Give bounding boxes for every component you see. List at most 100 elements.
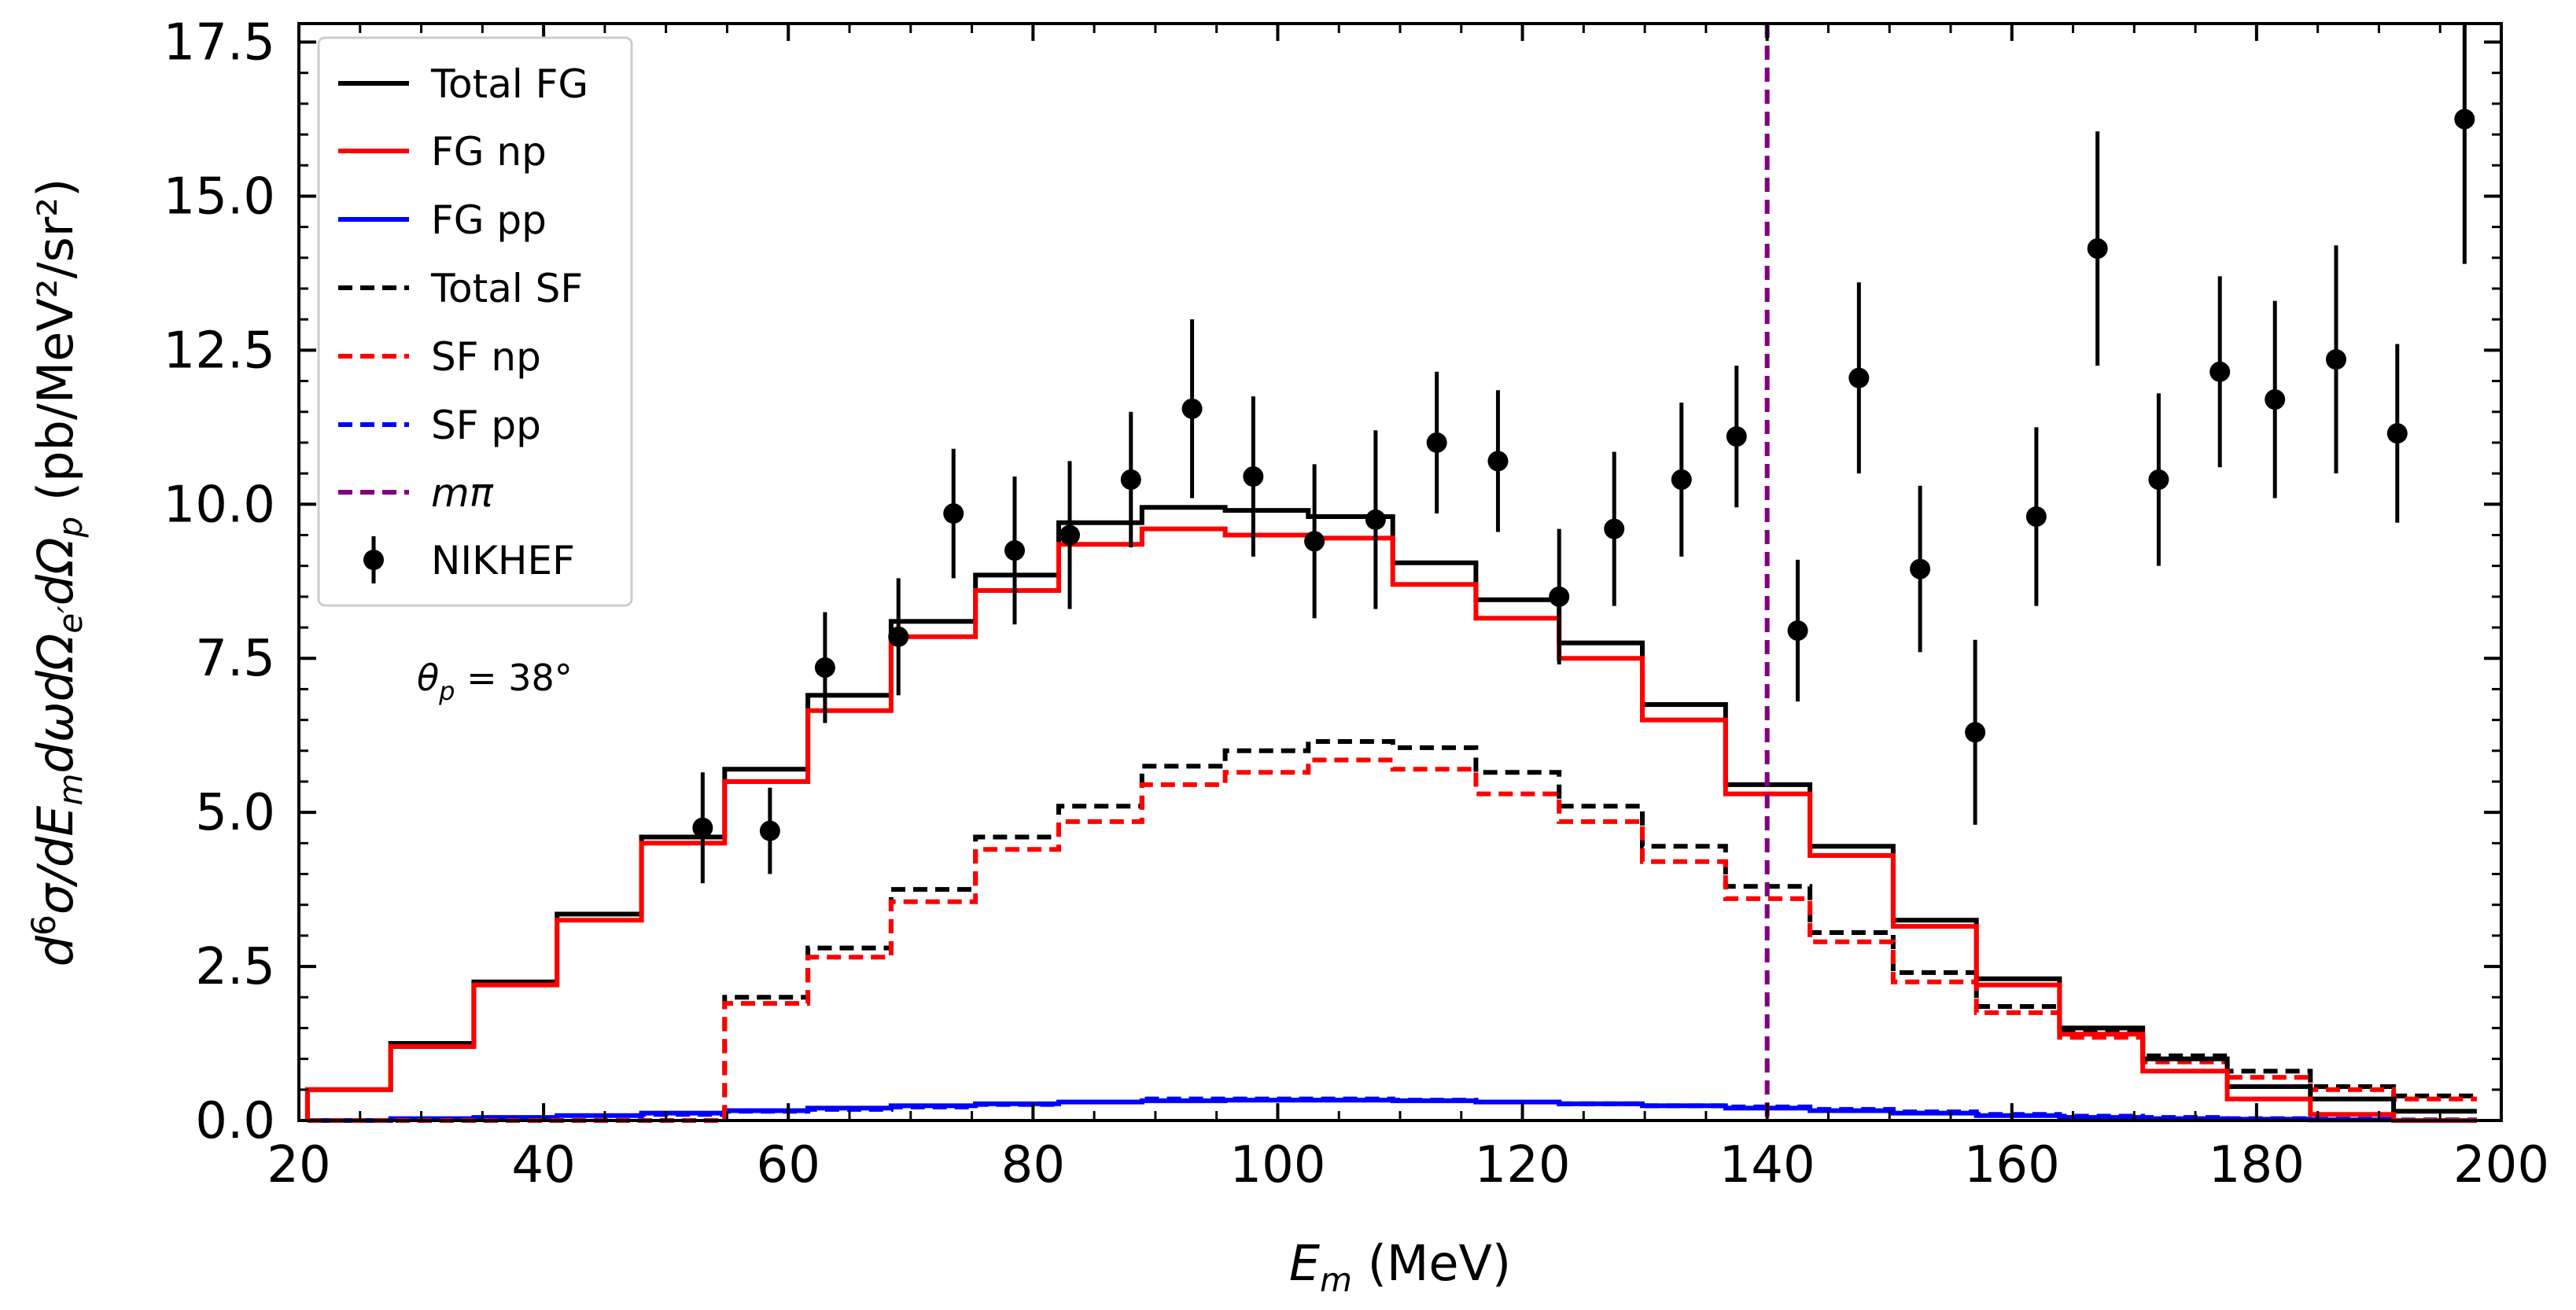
- y-tick-label: 15.0: [164, 167, 276, 226]
- x-tick-label: 20: [267, 1136, 330, 1194]
- data-point: [2148, 393, 2169, 566]
- x-tick-label: 140: [1719, 1136, 1815, 1194]
- data-marker: [2265, 389, 2286, 410]
- data-marker: [1243, 466, 1264, 488]
- x-tick-label: 120: [1474, 1136, 1570, 1194]
- data-point: [1304, 464, 1325, 619]
- data-marker: [1304, 531, 1325, 552]
- data-point: [1004, 477, 1025, 625]
- data-point: [1181, 319, 1203, 499]
- legend-label-nikhef: NIKHEF: [431, 538, 575, 583]
- x-tick-label: 100: [1229, 1136, 1325, 1194]
- data-marker: [1726, 426, 1747, 447]
- data-point: [2209, 276, 2231, 468]
- data-point: [1787, 559, 1808, 702]
- data-point: [888, 578, 909, 696]
- data-point: [1965, 639, 1986, 825]
- data-point: [2025, 427, 2047, 606]
- data-point: [759, 787, 780, 874]
- y-axis-title: d6σ/dEmdωdΩe′dΩp (pb/MeV²/sr²): [24, 178, 90, 967]
- data-marker: [1365, 509, 1386, 530]
- data-marker: [1060, 524, 1080, 546]
- data-point: [2087, 131, 2108, 366]
- x-tick-label: 80: [1001, 1136, 1065, 1194]
- y-tick-label: 0.0: [195, 1092, 275, 1150]
- x-axis-title: Em (MeV): [1289, 1235, 1511, 1299]
- y-tick-label: 2.5: [195, 938, 275, 996]
- data-marker: [2209, 361, 2231, 382]
- legend-label-sf-pp: SF pp: [431, 403, 541, 448]
- data-marker: [1004, 540, 1025, 561]
- data-point: [692, 772, 713, 884]
- data-marker: [759, 820, 780, 841]
- data-point: [814, 612, 835, 723]
- data-marker: [1426, 432, 1447, 453]
- series-fg-np: [304, 526, 2477, 1123]
- y-tick-label: 10.0: [164, 476, 276, 534]
- data-point: [1604, 451, 1625, 606]
- legend-item-total-sf: Total SF: [338, 266, 583, 311]
- x-tick-label: 60: [757, 1136, 820, 1194]
- data-point: [1120, 411, 1141, 548]
- y-tick-label: 5.0: [195, 784, 275, 842]
- data-point: [1365, 430, 1386, 609]
- plot-frame: [297, 22, 2503, 1122]
- data-point: [2265, 300, 2286, 499]
- legend-item-fg-np: FG np: [338, 129, 547, 175]
- data-marker: [943, 503, 964, 524]
- data-marker: [1965, 722, 1986, 743]
- data-point: [943, 448, 964, 579]
- data-point: [2386, 344, 2408, 523]
- legend-label-fg-np: FG np: [431, 129, 547, 175]
- data-marker: [2025, 506, 2047, 527]
- data-point: [1426, 371, 1447, 514]
- data-marker: [2386, 423, 2408, 444]
- y-tick-label: 7.5: [195, 630, 275, 688]
- theta-annotation: θp = 38°: [417, 657, 573, 706]
- x-tick-label: 40: [511, 1136, 575, 1194]
- legend-swatch-nikhef-marker: [363, 550, 384, 570]
- data-marker: [692, 817, 713, 838]
- legend-item-sf-pp: SF pp: [338, 403, 541, 448]
- legend-label-total-sf: Total SF: [430, 266, 583, 311]
- data-point: [1549, 528, 1570, 665]
- x-tick-label: 180: [2209, 1136, 2305, 1194]
- legend: Total FG FG np FG pp Total SF SF np SF p…: [317, 36, 633, 607]
- data-point: [1848, 282, 1870, 474]
- data-point: [1671, 402, 1692, 557]
- legend-item-nikhef: NIKHEF: [363, 536, 575, 583]
- data-marker: [2148, 469, 2169, 490]
- legend-label-fg-pp: FG pp: [431, 197, 547, 243]
- data-point: [1910, 485, 1931, 653]
- legend-item-m-pi: mπ: [338, 470, 494, 516]
- points-layer: [692, 24, 2475, 884]
- legend-label-sf-np: SF np: [431, 334, 541, 380]
- data-point: [1243, 396, 1264, 557]
- data-point: [1487, 390, 1509, 532]
- y-tick-label: 12.5: [164, 322, 276, 380]
- y-tick-label: 17.5: [164, 14, 276, 72]
- legend-item-fg-pp: FG pp: [338, 197, 547, 243]
- data-marker: [1487, 451, 1509, 472]
- data-marker: [1787, 620, 1808, 641]
- data-marker: [1848, 367, 1870, 388]
- legend-label-m-pi: mπ: [431, 470, 494, 516]
- series-sf-pp: [307, 1096, 2477, 1123]
- x-tick-label: 200: [2453, 1136, 2549, 1194]
- x-tick-label: 160: [1964, 1136, 2060, 1194]
- data-marker: [1549, 586, 1570, 607]
- data-marker: [814, 657, 835, 678]
- legend-item-total-fg: Total FG: [338, 61, 588, 107]
- data-marker: [1910, 558, 1931, 580]
- series-layer: [304, 505, 2477, 1123]
- data-marker: [2454, 109, 2475, 130]
- data-marker: [2326, 349, 2346, 370]
- data-marker: [1671, 469, 1692, 490]
- data-marker: [1604, 518, 1625, 539]
- data-point: [1726, 365, 1747, 508]
- data-point: [2454, 24, 2475, 264]
- legend-item-sf-np: SF np: [338, 334, 541, 380]
- data-marker: [1120, 469, 1141, 490]
- legend-box: [317, 36, 633, 607]
